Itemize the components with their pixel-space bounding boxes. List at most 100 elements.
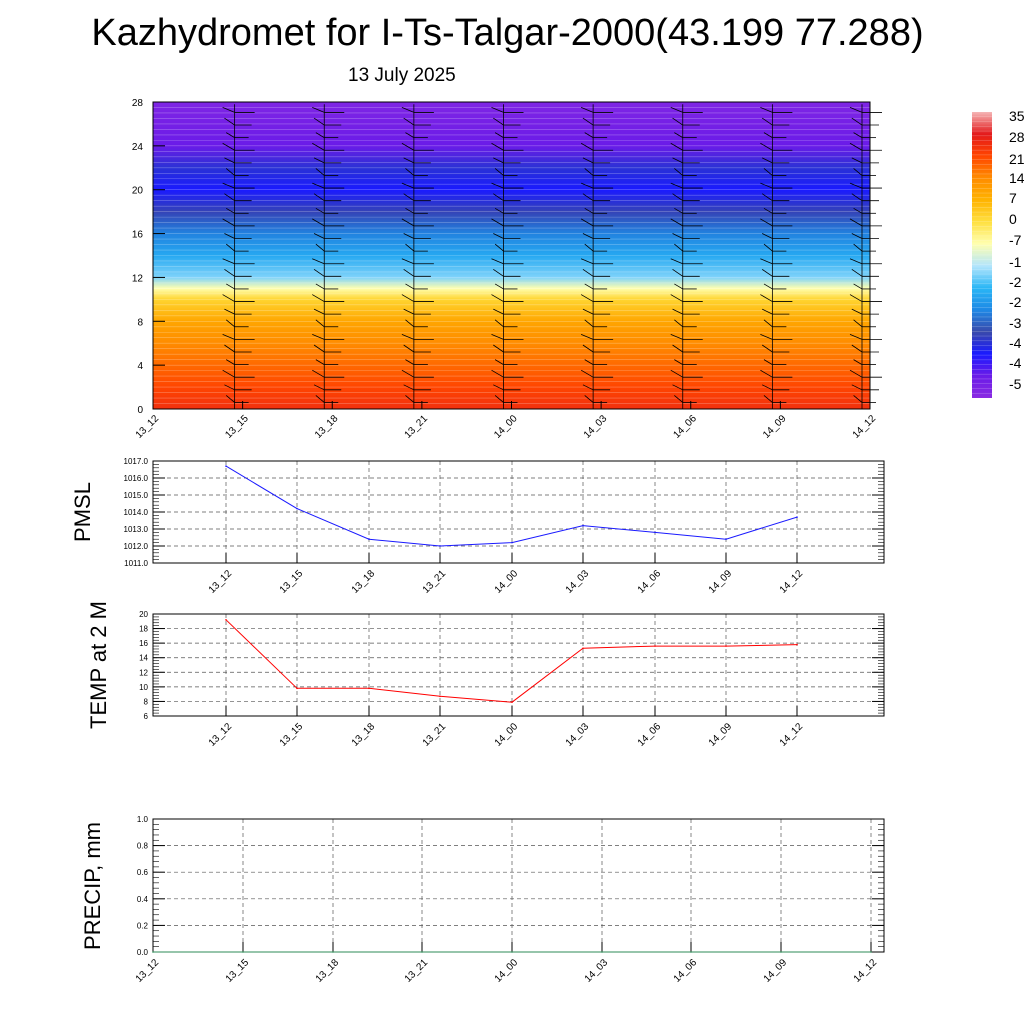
wind-barb [672, 193, 683, 202]
contour-line [152, 128, 871, 130]
wind-barb [674, 319, 684, 328]
wind-barb [674, 132, 683, 138]
wind-barb [222, 258, 235, 265]
wind-barb [493, 193, 504, 202]
wind-barb [580, 182, 594, 189]
page-title: Kazhydromet for I-Ts-Talgar-2000(43.199 … [91, 12, 924, 54]
x-tick-label: 13_18 [314, 957, 342, 985]
y-tick-label: 14 [139, 654, 148, 663]
wind-barb [401, 182, 415, 189]
wind-barb [763, 207, 773, 214]
wind-barb [580, 334, 594, 340]
wind-barb [401, 334, 415, 340]
wind-barb [312, 369, 325, 378]
data-point [725, 645, 727, 647]
y-tick-label: 10 [139, 683, 148, 692]
y-tick-label: 8 [137, 317, 143, 328]
wind-barb [405, 359, 415, 365]
data-point [242, 951, 244, 953]
wind-barb [225, 319, 235, 328]
wind-barb [312, 218, 325, 227]
wind-barb [224, 344, 235, 353]
wind-barb [672, 269, 683, 277]
wind-barb [315, 283, 325, 290]
pmsl-panel: 1011.0 1012.0 1013.0 1014.0 1015.0 1016.0 1017… [70, 457, 885, 596]
wind-barb [401, 142, 415, 151]
wind-barb [403, 233, 415, 239]
wind-barb [761, 193, 773, 202]
y-tick-label: 12 [139, 668, 148, 677]
data-point [511, 541, 513, 544]
contour-line [152, 260, 871, 262]
contour-line [152, 172, 871, 174]
wind-barb [760, 258, 773, 265]
data-point [421, 951, 423, 953]
wind-barb [672, 308, 683, 315]
wind-barb [763, 132, 773, 138]
wind-barb [222, 182, 235, 189]
wind-barb [760, 218, 773, 227]
wind-barb [403, 117, 415, 126]
data-point [870, 951, 872, 953]
wind-barb [224, 384, 235, 391]
data-point [511, 951, 513, 953]
y-tick-label: 0.8 [137, 842, 149, 851]
wind-barb [761, 269, 773, 277]
colorbar-label: 35 [1009, 108, 1024, 124]
x-tick-label: 13_12 [134, 413, 162, 441]
wind-barb [674, 207, 683, 214]
wind-barb [582, 384, 594, 391]
colorbar-label: -5 [1009, 376, 1022, 392]
wind-barb [494, 207, 504, 214]
wind-barb [582, 308, 594, 315]
wind-barb [670, 218, 683, 227]
wind-barb [760, 107, 773, 113]
data-point [368, 538, 370, 540]
wind-barb [403, 269, 415, 277]
data-point [582, 647, 584, 650]
wind-barb [405, 319, 415, 328]
wind-barb [584, 132, 594, 138]
wind-barb [763, 243, 773, 252]
wind-barb [315, 319, 325, 328]
wind-barb [582, 193, 594, 202]
y-tick-label: 16 [132, 230, 144, 241]
wind-barb [225, 395, 235, 403]
y-tick-label: 0 [137, 405, 143, 416]
wind-barb [493, 233, 504, 239]
wind-barb [491, 218, 504, 227]
x-tick-label: 14_06 [636, 721, 664, 749]
wind-barb [315, 243, 325, 252]
wind-barb [761, 233, 773, 239]
data-point [690, 951, 692, 953]
data-point [152, 951, 154, 953]
data-point [601, 951, 603, 953]
wind-barb [491, 334, 504, 340]
x-tick-label: 14_03 [582, 413, 610, 441]
wind-barb [761, 117, 773, 126]
temperature-height-panel: 0 4 8 12 16 20 24 28 13_12 13_15 13_18 13_21 14_00 14… [132, 98, 882, 441]
wind-barb [491, 182, 504, 189]
data-point [225, 619, 227, 621]
wind-barb [672, 384, 683, 391]
colorbar-label: -2 [1009, 294, 1022, 310]
x-tick-label: 13_15 [224, 957, 252, 985]
x-tick-label: 14_12 [778, 721, 806, 749]
contour-line [152, 358, 871, 361]
data-point [368, 687, 370, 690]
wind-barb [401, 107, 415, 113]
y-tick-label: 8 [144, 697, 149, 706]
wind-barb [493, 157, 504, 164]
wind-barb [582, 269, 594, 277]
colorbar-ramp [972, 112, 992, 398]
wind-barb [222, 107, 235, 113]
wind-barb [580, 369, 594, 378]
wind-barb [760, 294, 773, 302]
wind-barb [584, 395, 594, 403]
wind-barb [763, 168, 773, 176]
page-subtitle: 13 July 2025 [348, 65, 456, 86]
contour-line [152, 315, 871, 317]
wind-barb [494, 359, 504, 365]
data-point [332, 951, 334, 953]
